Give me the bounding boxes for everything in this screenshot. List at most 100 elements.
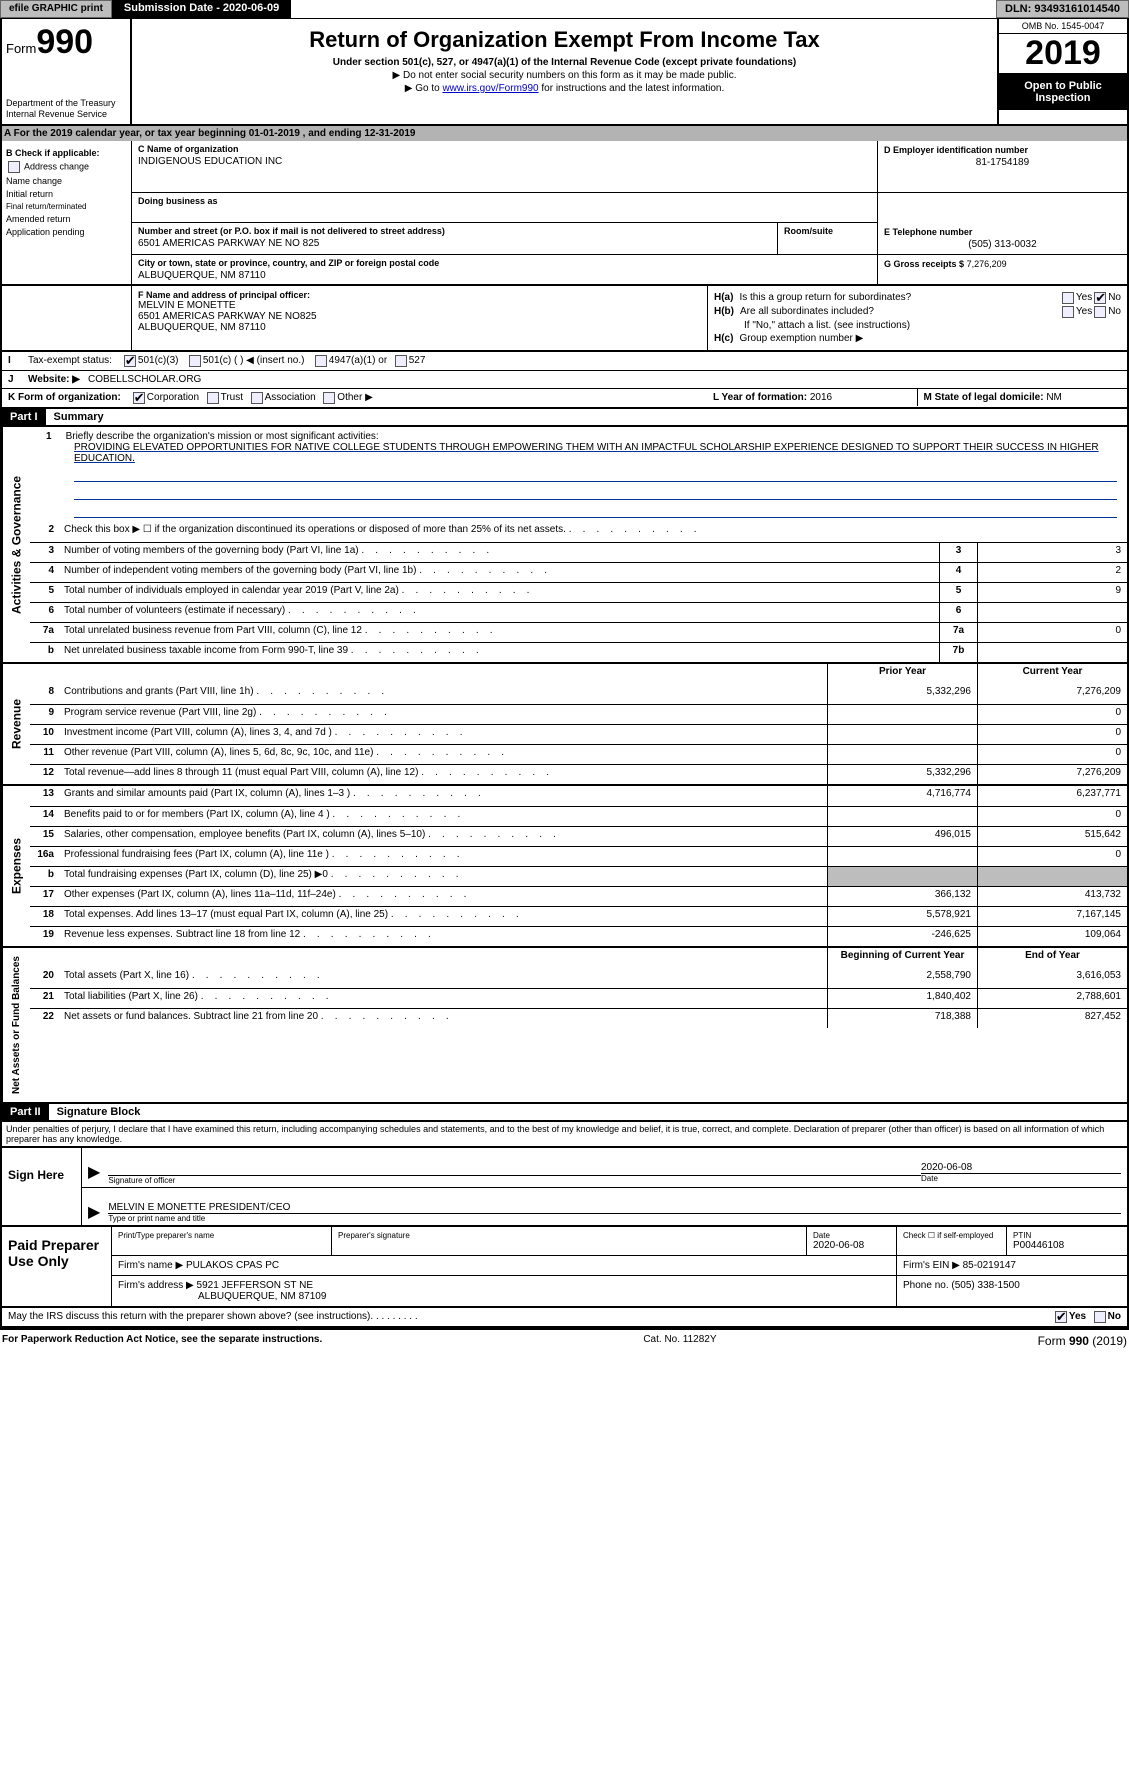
- firm-addr2: ALBUQUERQUE, NM 87109: [118, 1291, 326, 1302]
- sig-date: 2020-06-08: [921, 1162, 1121, 1174]
- part1-tag: Part I: [2, 409, 46, 425]
- part2-header: Part II Signature Block: [0, 1104, 1129, 1122]
- year-formation-label: L Year of formation:: [713, 392, 807, 403]
- dba-value: [138, 206, 871, 208]
- block-b: B Check if applicable: Address change Na…: [2, 141, 132, 284]
- city-value: ALBUQUERQUE, NM 87110: [138, 268, 871, 281]
- current-year-header: Current Year: [977, 664, 1127, 684]
- row-a-tax-year: A For the 2019 calendar year, or tax yea…: [0, 126, 1129, 141]
- part2-tag: Part II: [2, 1104, 49, 1120]
- opt-corp: Corporation: [147, 392, 199, 403]
- ein-value: 81-1754189: [884, 155, 1121, 168]
- note2-post: for instructions and the latest informat…: [539, 83, 725, 94]
- vlabel-net: Net Assets or Fund Balances: [2, 948, 30, 1102]
- table-row: 8Contributions and grants (Part VIII, li…: [30, 684, 1127, 704]
- website-value: COBELLSCHOLAR.ORG: [88, 374, 201, 385]
- table-row: 7aTotal unrelated business revenue from …: [30, 622, 1127, 642]
- net-assets-section: Net Assets or Fund Balances Beginning of…: [0, 948, 1129, 1104]
- form-header: Form990 Department of the Treasury Inter…: [0, 19, 1129, 126]
- vlabel-revenue: Revenue: [2, 664, 30, 784]
- cb-discuss-yes[interactable]: [1055, 1311, 1067, 1323]
- opt-other: Other ▶: [337, 392, 372, 403]
- subtitle: Under section 501(c), 527, or 4947(a)(1)…: [144, 57, 985, 68]
- h-a: Is this a group return for subordinates?: [739, 292, 1059, 303]
- mission-num: 1: [46, 431, 52, 442]
- return-title: Return of Organization Exempt From Incom…: [144, 27, 985, 53]
- domicile-label: M State of legal domicile:: [924, 392, 1044, 403]
- cb-initial-return[interactable]: Initial return: [6, 189, 127, 199]
- officer-name: MELVIN E MONETTE: [138, 300, 701, 311]
- org-name: INDIGENOUS EDUCATION INC: [138, 154, 871, 167]
- cb-527[interactable]: [395, 355, 407, 367]
- table-row: 15Salaries, other compensation, employee…: [30, 826, 1127, 846]
- sig-date-label: Date: [921, 1174, 1121, 1183]
- table-row: 10Investment income (Part VIII, column (…: [30, 724, 1127, 744]
- cb-corp[interactable]: [133, 392, 145, 404]
- cb-address-change[interactable]: Address change: [6, 161, 127, 173]
- officer-addr1: 6501 AMERICAS PARKWAY NE NO825: [138, 311, 701, 322]
- table-row: 22Net assets or fund balances. Subtract …: [30, 1008, 1127, 1028]
- discuss-row: May the IRS discuss this return with the…: [0, 1308, 1129, 1328]
- open-to-public: Open to Public Inspection: [999, 74, 1127, 110]
- cb-amended[interactable]: Amended return: [6, 214, 127, 224]
- irs: Internal Revenue Service: [6, 109, 126, 120]
- identity-block: B Check if applicable: Address change Na…: [0, 141, 1129, 286]
- form-number: 990: [36, 23, 93, 61]
- street-value: 6501 AMERICAS PARKWAY NE NO 825: [138, 236, 771, 249]
- opt-527: 527: [409, 355, 426, 366]
- table-row: 21Total liabilities (Part X, line 26)1,8…: [30, 988, 1127, 1008]
- ptin-label: PTIN: [1013, 1231, 1121, 1240]
- table-row: 6Total number of volunteers (estimate if…: [30, 602, 1127, 622]
- sig-name: MELVIN E MONETTE PRESIDENT/CEO: [108, 1202, 1121, 1214]
- cb-trust[interactable]: [207, 392, 219, 404]
- dln: DLN: 93493161014540: [996, 0, 1129, 18]
- sig-officer-label: Signature of officer: [108, 1176, 921, 1185]
- sig-name-label: Type or print name and title: [108, 1214, 1121, 1223]
- table-row: 3Number of voting members of the governi…: [30, 542, 1127, 562]
- tax-exempt-label: Tax-exempt status:: [28, 355, 112, 366]
- table-row: 12Total revenue—add lines 8 through 11 (…: [30, 764, 1127, 784]
- mission-row: 1Briefly describe the organization's mis…: [30, 427, 1127, 522]
- table-row: 17Other expenses (Part IX, column (A), l…: [30, 886, 1127, 906]
- table-row: 14Benefits paid to or for members (Part …: [30, 806, 1127, 826]
- h-b-note: If "No," attach a list. (see instruction…: [744, 320, 910, 331]
- footer-right: Form 990 (2019): [1038, 1334, 1127, 1348]
- tax-year: 2019: [999, 34, 1127, 74]
- submission-date: Submission Date - 2020-06-09: [112, 0, 291, 18]
- irs-link[interactable]: www.irs.gov/Form990: [442, 83, 538, 94]
- efile-button[interactable]: efile GRAPHIC print: [0, 0, 112, 18]
- expense-section: Expenses 13Grants and similar amounts pa…: [0, 786, 1129, 948]
- opt-trust: Trust: [221, 392, 243, 403]
- cb-assoc[interactable]: [251, 392, 263, 404]
- table-row: 9Program service revenue (Part VIII, lin…: [30, 704, 1127, 724]
- part1-title: Summary: [46, 409, 112, 425]
- h-c: Group exemption number ▶: [739, 333, 863, 344]
- cb-501c[interactable]: [189, 355, 201, 367]
- preparer-block: Paid Preparer Use Only Print/Type prepar…: [0, 1227, 1129, 1308]
- cb-name-change[interactable]: Name change: [6, 176, 127, 186]
- cb-discuss-no[interactable]: [1094, 1311, 1106, 1323]
- cb-pending[interactable]: Application pending: [6, 227, 127, 237]
- firm-phone: (505) 338-1500: [951, 1280, 1019, 1291]
- ein-label: D Employer identification number: [884, 145, 1121, 155]
- form-org-label: K Form of organization:: [8, 392, 121, 403]
- table-row: 2Check this box ▶ ☐ if the organization …: [30, 522, 1127, 542]
- phone-label: E Telephone number: [884, 227, 1121, 237]
- footer-left: For Paperwork Reduction Act Notice, see …: [2, 1334, 322, 1348]
- part1-header: Part I Summary: [0, 409, 1129, 427]
- website-label: Website: ▶: [28, 374, 80, 385]
- sign-block: Sign Here ▶ Signature of officer 2020-06…: [0, 1148, 1129, 1227]
- phone-value: (505) 313-0032: [884, 237, 1121, 250]
- department: Department of the Treasury: [6, 98, 126, 109]
- table-row: 4Number of independent voting members of…: [30, 562, 1127, 582]
- note-link: ▶ Go to www.irs.gov/Form990 for instruct…: [144, 83, 985, 94]
- firm-ein: 85-0219147: [963, 1260, 1016, 1271]
- prep-date: 2020-06-08: [813, 1240, 890, 1251]
- cb-501c3[interactable]: [124, 355, 136, 367]
- cb-4947[interactable]: [315, 355, 327, 367]
- net-header: Beginning of Current Year End of Year: [30, 948, 1127, 968]
- cb-other[interactable]: [323, 392, 335, 404]
- cb-final-return[interactable]: Final return/terminated: [6, 202, 127, 211]
- domicile: NM: [1046, 392, 1062, 403]
- h-b: Are all subordinates included?: [740, 306, 1060, 317]
